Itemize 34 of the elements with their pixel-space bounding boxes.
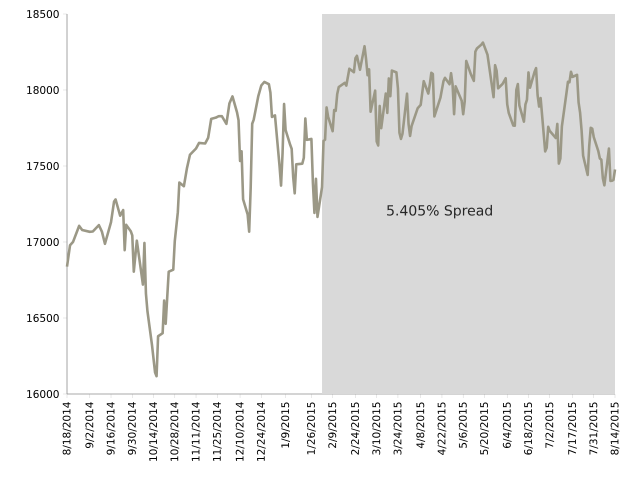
x-tick-label: 12/24/2014 (256, 402, 266, 461)
x-tick-label: 6/18/2015 (524, 402, 533, 455)
x-tick-label: 1/26/2015 (307, 402, 316, 454)
x-tick-label: 9/16/2014 (106, 402, 116, 455)
y-tick-label: 18500 (27, 10, 59, 18)
x-tick-label: 4/22/2015 (438, 402, 446, 455)
x-tick-label: 3/10/2015 (372, 402, 382, 455)
y-tick-label: 18000 (27, 86, 59, 94)
x-tick-label: 8/18/2014 (62, 402, 72, 455)
x-tick-label: 2/24/2015 (351, 402, 360, 455)
x-tick-label: 11/25/2014 (212, 402, 222, 461)
x-tick-label: 3/24/2015 (394, 402, 402, 455)
x-tick-label: 9/30/2014 (128, 402, 137, 455)
x-tick-label: 7/17/2015 (568, 402, 577, 455)
x-tick-label: 5/6/2015 (458, 402, 468, 448)
x-tick-label: 9/2/2014 (85, 402, 94, 448)
x-tick-label: 1/9/2015 (281, 402, 290, 448)
y-tick-label: 16000 (27, 390, 59, 398)
x-tick-label: 10/28/2014 (170, 402, 180, 461)
x-tick-label: 12/10/2014 (236, 402, 244, 461)
x-tick-label: 10/14/2014 (149, 402, 158, 461)
x-tick-label: 8/14/2015 (610, 402, 620, 455)
x-tick-label: 5/20/2015 (480, 402, 489, 455)
x-tick-label: 7/31/2015 (589, 402, 598, 455)
y-tick-label: 17000 (27, 238, 59, 246)
line-series (66, 41, 616, 378)
x-tick-label: 2/9/2015 (328, 402, 338, 448)
y-tick-label: 16500 (27, 314, 59, 322)
y-tick-label: 17500 (27, 162, 59, 170)
x-tick-label: 7/2/2015 (545, 402, 554, 448)
annotation: 5.405% Spread (387, 204, 492, 218)
x-tick-label: 4/8/2015 (416, 402, 426, 448)
x-tick-label: 11/11/2014 (192, 402, 200, 461)
x-tick-label: 6/4/2015 (502, 402, 512, 448)
